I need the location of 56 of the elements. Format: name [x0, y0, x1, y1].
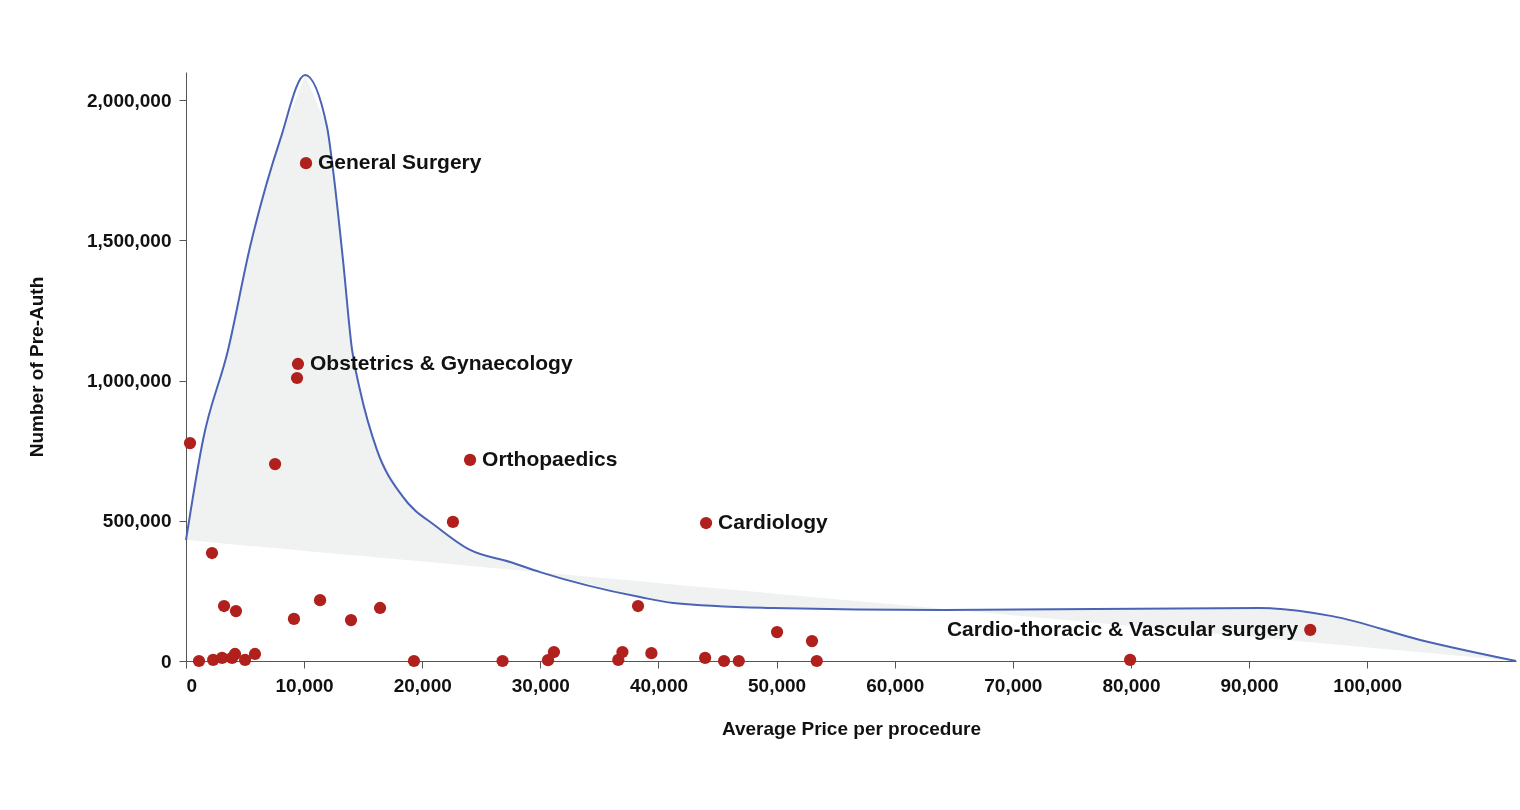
point [770, 626, 784, 639]
annotation: Cardio-thoracic & Vascular surgery [946, 616, 1299, 640]
y-tick-label: 0 [160, 650, 172, 672]
x-tick-label: 0 [186, 674, 198, 696]
point [645, 647, 658, 660]
annotation: Orthopaedics [482, 446, 618, 470]
x-tick-label: 20,000 [393, 674, 452, 696]
point [291, 357, 305, 371]
point [541, 654, 555, 667]
y-tick-label: 2,000,000 [86, 89, 172, 111]
point [248, 647, 262, 661]
x-tick-label: 10,000 [275, 674, 334, 696]
point [205, 546, 219, 560]
point [215, 651, 229, 665]
point [299, 157, 313, 170]
x-tick-label: 50,000 [748, 674, 807, 696]
point [183, 436, 197, 450]
point [699, 651, 712, 665]
point [238, 653, 252, 666]
point [496, 654, 509, 668]
x-tick-label: 70,000 [984, 674, 1043, 696]
annotation: Cardiology [718, 510, 829, 534]
point [287, 612, 301, 626]
x-tick-label: 90,000 [1220, 674, 1279, 696]
y-tick-label: 500,000 [102, 510, 172, 532]
point [732, 654, 745, 668]
y-tick-label: 1,000,000 [86, 370, 172, 392]
point [228, 647, 242, 661]
x-tick-label: 60,000 [866, 674, 925, 696]
point [192, 654, 206, 668]
point [1304, 623, 1317, 636]
point [290, 371, 304, 385]
y-axis-title: Number of Pre-Auth [25, 276, 47, 458]
point [268, 457, 282, 471]
point [407, 654, 421, 668]
x-axis-title: Average Price per procedure [721, 717, 982, 739]
point [547, 645, 561, 659]
point [344, 613, 358, 627]
point [1123, 653, 1137, 666]
point [616, 645, 629, 659]
point [229, 604, 243, 618]
point [313, 594, 327, 607]
point [217, 599, 231, 613]
point [717, 654, 731, 668]
point [810, 654, 823, 668]
x-tick-label: 30,000 [511, 674, 570, 696]
point [699, 516, 713, 530]
x-tick-label: 40,000 [629, 674, 689, 696]
y-tick-label: 1,500,000 [86, 229, 172, 251]
point [373, 601, 387, 615]
point [463, 453, 477, 467]
x-tick-label: 80,000 [1102, 674, 1161, 696]
point [631, 599, 645, 613]
point [446, 515, 460, 528]
x-tick-label: 100,000 [1333, 674, 1403, 696]
point [805, 634, 819, 648]
